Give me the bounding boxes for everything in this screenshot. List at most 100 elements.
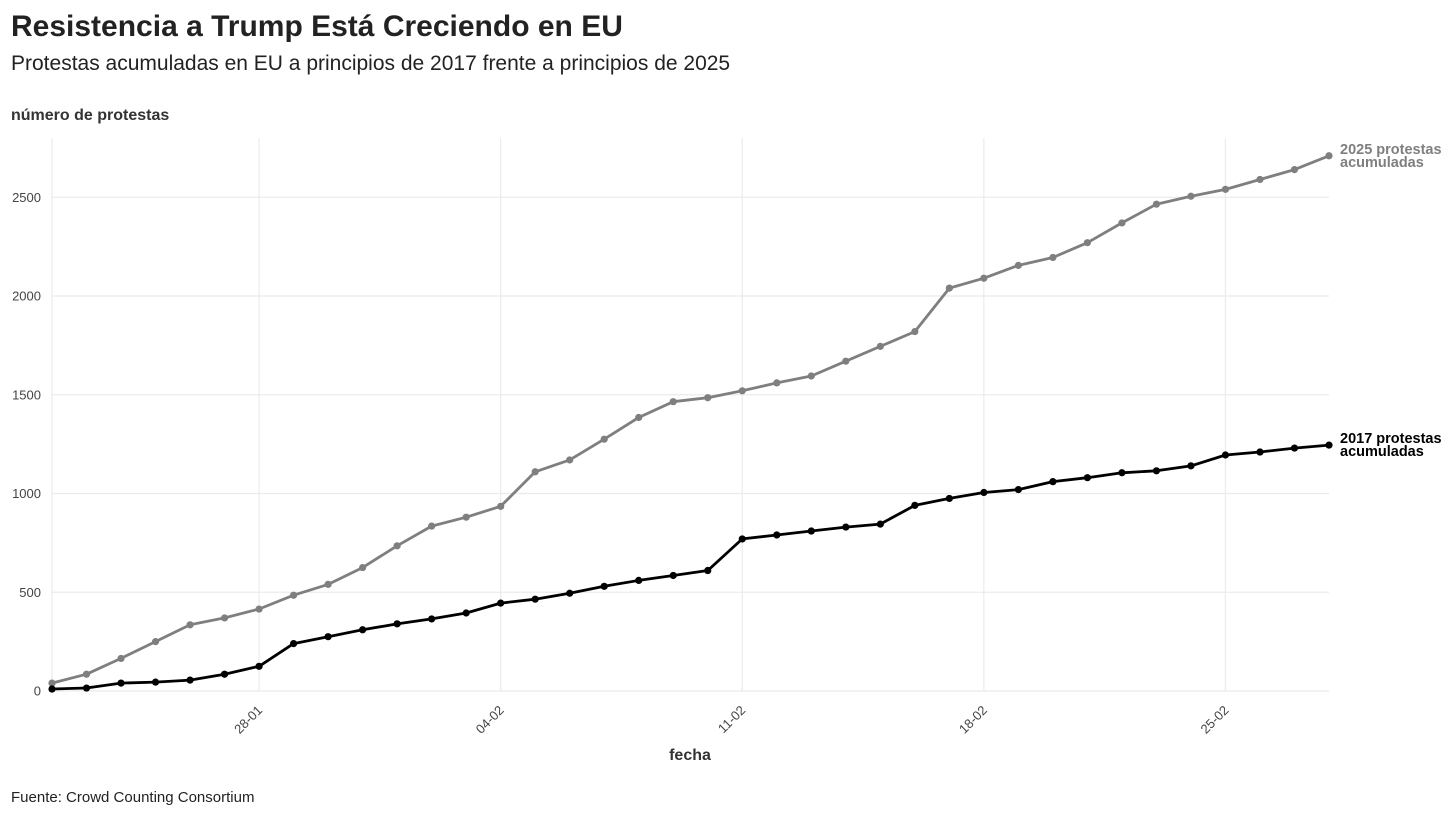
data-point — [773, 531, 781, 539]
data-point — [807, 527, 815, 535]
x-tick-label: 25-02 — [1197, 703, 1231, 737]
data-point — [324, 580, 332, 588]
data-point — [980, 488, 988, 497]
data-point — [359, 563, 367, 572]
y-tick-label: 0 — [34, 684, 41, 699]
data-point — [186, 621, 194, 629]
data-point — [980, 274, 988, 282]
data-point — [1049, 253, 1057, 262]
data-point — [497, 502, 505, 510]
y-tick-label: 500 — [19, 585, 41, 600]
grid-lines — [51, 138, 1329, 692]
data-point — [842, 357, 850, 365]
data-point — [842, 523, 850, 531]
data-point — [1049, 478, 1057, 486]
data-point — [1014, 485, 1022, 494]
series-line — [50, 443, 1331, 691]
data-point — [255, 605, 263, 613]
data-point — [807, 372, 815, 380]
data-point — [428, 522, 436, 530]
data-point — [600, 435, 608, 443]
x-tick-label: 04-02 — [473, 703, 507, 737]
data-point — [1325, 441, 1333, 449]
data-point — [911, 501, 919, 509]
data-point — [462, 609, 470, 617]
x-axis-label: fecha — [669, 747, 711, 764]
data-point — [600, 582, 608, 590]
data-point — [945, 494, 953, 503]
data-point — [1118, 219, 1126, 227]
data-point — [1118, 469, 1126, 477]
data-point — [738, 387, 746, 395]
data-point — [1221, 185, 1230, 193]
data-point — [669, 398, 677, 406]
data-point — [945, 284, 953, 292]
data-point — [48, 679, 56, 687]
data-point — [428, 615, 436, 623]
y-axis-ticks: 0 500 1000 1500 2000 2500 — [12, 190, 41, 699]
data-point — [82, 670, 91, 678]
data-point — [911, 327, 919, 336]
data-point — [48, 685, 56, 693]
data-point — [220, 614, 229, 622]
data-point — [1187, 462, 1195, 470]
data-point — [117, 654, 125, 663]
data-point — [1256, 448, 1264, 456]
data-point — [531, 595, 539, 603]
data-point — [1014, 261, 1022, 269]
data-point — [566, 589, 574, 597]
data-point — [773, 379, 781, 387]
y-axis-label: número de protestas — [11, 107, 170, 124]
data-point — [566, 456, 574, 464]
data-point — [738, 535, 746, 543]
data-point — [289, 591, 298, 599]
data-point — [359, 626, 367, 634]
x-tick-label: 18-02 — [956, 703, 990, 737]
data-point — [1290, 166, 1299, 174]
data-point — [393, 620, 401, 628]
data-point — [1187, 192, 1195, 200]
data-point — [324, 633, 332, 641]
data-point — [1152, 467, 1161, 475]
source-note: Fuente: Crowd Counting Consortium — [11, 789, 255, 806]
data-point — [1325, 152, 1333, 160]
chart-subtitle: Protestas acumuladas en EU a principios … — [11, 52, 731, 75]
data-point — [151, 638, 160, 646]
data-point — [220, 670, 229, 678]
x-axis-ticks: 28-01 04-02 11-02 18-02 25-02 — [231, 703, 1231, 737]
data-point — [704, 566, 712, 575]
data-point — [82, 684, 91, 692]
data-point — [635, 576, 643, 585]
data-point — [704, 394, 712, 402]
data-point — [289, 640, 298, 648]
x-tick-label: 28-01 — [231, 703, 265, 737]
data-point — [1083, 474, 1092, 482]
data-point — [462, 513, 470, 521]
y-tick-label: 1000 — [12, 486, 41, 501]
series-line — [50, 154, 1331, 685]
data-point — [531, 468, 539, 476]
data-point — [635, 413, 643, 422]
data-point — [1221, 451, 1230, 459]
data-point — [497, 599, 505, 607]
y-tick-label: 2500 — [12, 190, 41, 205]
data-point — [1256, 175, 1264, 184]
data-point — [669, 571, 677, 580]
y-tick-label: 2000 — [12, 289, 41, 304]
data-point — [255, 662, 263, 670]
data-point — [117, 679, 125, 687]
data-point — [876, 342, 884, 350]
series-end-label: acumuladas — [1340, 155, 1424, 171]
data-point — [876, 520, 884, 528]
series-end-label: 2025 protestas — [1340, 142, 1442, 158]
data-point — [1290, 444, 1299, 452]
series-end-label: 2017 protestas — [1340, 431, 1442, 447]
data-point — [393, 542, 401, 550]
y-tick-label: 1500 — [12, 387, 41, 402]
chart-title: Resistencia a Trump Está Creciendo en EU — [11, 10, 623, 43]
data-point — [186, 676, 194, 684]
